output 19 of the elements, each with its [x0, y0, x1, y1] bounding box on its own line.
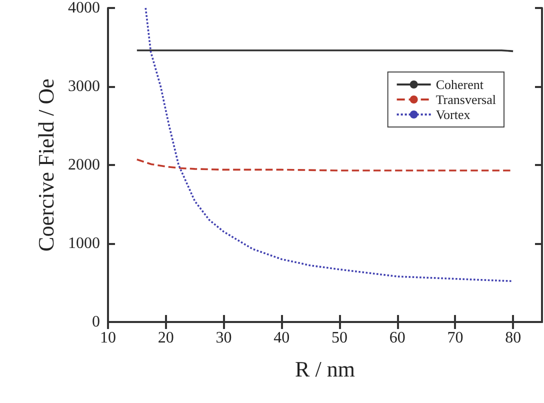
- x-tick-label: 70: [447, 330, 464, 346]
- legend-label: Coherent: [436, 77, 484, 92]
- y-tick-label: 0: [92, 314, 100, 330]
- x-tick-label: 50: [331, 330, 348, 346]
- x-axis-title: R / nm: [295, 356, 355, 382]
- x-tick-label: 30: [216, 330, 232, 346]
- x-tick-label: 10: [100, 330, 116, 346]
- y-tick-label: 4000: [68, 0, 100, 16]
- legend-label: Vortex: [436, 107, 471, 122]
- x-tick-label: 60: [389, 330, 406, 346]
- y-axis-title: Coercive Field / Oe: [34, 78, 59, 252]
- y-tick-label: 3000: [68, 78, 100, 95]
- x-tick-label: 40: [274, 330, 290, 346]
- x-tick-label: 80: [505, 330, 522, 346]
- line-series: [144, 7, 514, 282]
- y-tick-label: 2000: [68, 156, 100, 174]
- x-tick-label: 20: [158, 330, 174, 346]
- legend-label: Transversal: [436, 92, 496, 107]
- y-tick-label: 1000: [68, 235, 100, 252]
